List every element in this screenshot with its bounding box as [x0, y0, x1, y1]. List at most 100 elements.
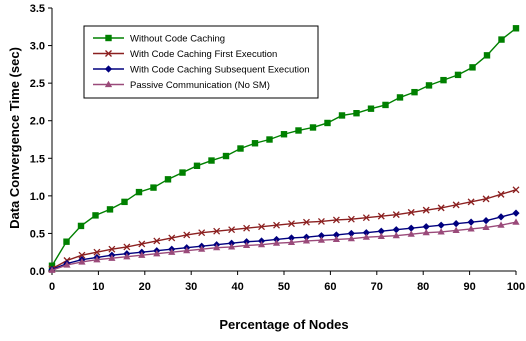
data-point: [295, 127, 302, 134]
data-point: [287, 234, 296, 242]
y-tick-label: 2.0: [30, 116, 45, 128]
series-line: [51, 221, 517, 271]
x-marker-stroke: [392, 211, 400, 219]
legend-swatch-marker: [104, 80, 113, 88]
data-point: [332, 235, 340, 243]
x-marker-stroke: [512, 186, 520, 194]
data-point: [452, 201, 460, 209]
x-marker-stroke: [138, 240, 146, 248]
x-marker-stroke: [377, 212, 385, 220]
data-point: [392, 211, 400, 219]
data-point: [208, 157, 215, 164]
data-point: [377, 227, 385, 235]
data-point: [213, 227, 221, 235]
data-point: [108, 254, 116, 261]
legend-label: Without Code Caching: [130, 34, 225, 45]
data-point: [422, 223, 430, 231]
x-marker-stroke: [93, 248, 101, 256]
data-point: [347, 215, 355, 223]
series-1: [48, 25, 520, 269]
legend-swatch-marker: [105, 34, 112, 42]
data-point: [287, 238, 296, 246]
x-marker-stroke: [243, 224, 251, 232]
data-point: [407, 230, 415, 237]
data-point: [422, 206, 430, 214]
y-tick-label: 0.5: [30, 228, 45, 240]
data-point: [467, 225, 475, 232]
data-point: [377, 232, 385, 240]
data-point: [332, 231, 340, 239]
data-point: [482, 223, 490, 231]
legend: Without Code Caching With Code Caching Fi…: [83, 25, 319, 99]
data-point: [367, 105, 375, 112]
x-tick-label: 30: [185, 281, 197, 293]
data-point: [123, 252, 131, 260]
data-point: [237, 145, 244, 152]
data-point: [242, 241, 251, 249]
data-point: [108, 245, 116, 253]
data-point: [228, 226, 236, 234]
data-point: [228, 243, 236, 250]
y-tick-label: 0.0: [30, 266, 45, 278]
x-marker-stroke: [317, 217, 325, 225]
data-point: [63, 261, 71, 268]
data-point: [168, 248, 176, 255]
data-point: [377, 212, 385, 220]
data-point: [347, 229, 355, 238]
data-point: [512, 209, 520, 217]
x-tick-label: 90: [463, 281, 475, 293]
data-point: [77, 222, 85, 230]
data-point: [258, 223, 266, 231]
data-point: [483, 52, 491, 59]
x-marker-stroke: [347, 215, 355, 223]
data-point: [392, 226, 400, 234]
data-point: [437, 204, 445, 212]
x-marker-stroke: [258, 223, 266, 231]
x-marker-stroke: [78, 251, 86, 259]
data-point: [138, 240, 146, 248]
data-point: [437, 221, 445, 229]
data-point: [92, 212, 99, 219]
data-point: [251, 140, 259, 147]
data-point: [497, 190, 505, 198]
data-point: [437, 228, 445, 235]
data-point: [302, 237, 311, 244]
data-point: [512, 186, 520, 194]
series-4: [48, 218, 520, 273]
x-marker-stroke: [183, 231, 191, 239]
x-tick-label: 50: [278, 281, 290, 293]
x-marker-stroke: [108, 245, 116, 253]
x-tick-label: 80: [417, 281, 429, 293]
x-marker-stroke: [497, 190, 505, 198]
x-marker-stroke: [482, 195, 490, 203]
data-point: [78, 251, 86, 259]
x-marker-stroke: [168, 234, 176, 242]
data-point: [280, 131, 288, 138]
data-point: [347, 234, 355, 242]
data-point: [452, 220, 460, 228]
x-marker-stroke: [422, 206, 430, 214]
data-point: [317, 232, 326, 240]
data-point: [273, 221, 280, 229]
x-marker-stroke: [273, 221, 280, 229]
data-point: [168, 234, 176, 242]
data-point: [302, 218, 310, 226]
x-marker-stroke: [437, 204, 445, 212]
x-marker-stroke: [153, 237, 161, 245]
legend-swatch-marker: [104, 65, 113, 73]
y-tick-label: 3.0: [30, 41, 45, 53]
data-point: [317, 236, 326, 243]
series-3: [48, 209, 520, 274]
data-point: [309, 124, 317, 131]
data-point: [138, 251, 146, 258]
data-point: [362, 229, 370, 237]
data-point: [106, 206, 114, 213]
data-point: [123, 243, 131, 251]
data-point: [198, 245, 206, 252]
data-point: [452, 226, 460, 234]
legend-label: With Code Caching First Execution: [130, 49, 277, 60]
x-marker-stroke: [198, 229, 206, 237]
data-point: [362, 214, 370, 222]
x-marker-stroke: [332, 216, 340, 224]
data-point: [332, 216, 340, 224]
